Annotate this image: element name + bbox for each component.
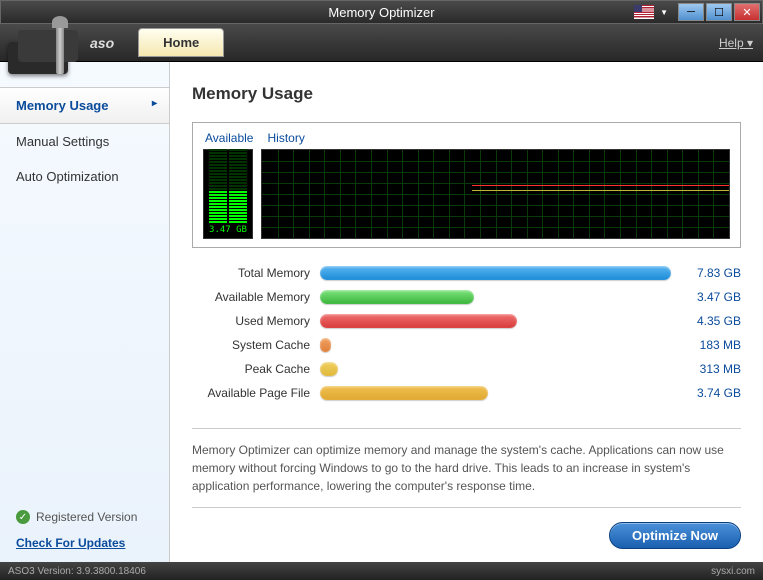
check-updates-link[interactable]: Check For Updates — [16, 536, 153, 550]
metric-label: System Cache — [192, 338, 320, 352]
app-logo-icon — [8, 42, 68, 74]
metric-bar — [320, 338, 671, 352]
metric-system-cache: System Cache 183 MB — [192, 338, 741, 352]
gauge-value: 3.47 GB — [209, 225, 247, 235]
sidebar-item-manual-settings[interactable]: Manual Settings — [0, 124, 169, 159]
metric-label: Available Page File — [192, 386, 320, 400]
metric-bar — [320, 290, 671, 304]
statusbar: ASO3 Version: 3.9.3800.18406 sysxi.com — [0, 562, 763, 580]
metrics-list: Total Memory 7.83 GB Available Memory 3.47 … — [192, 266, 741, 410]
history-chart — [261, 149, 730, 239]
content-area: Memory Usage Available History 3.47 GB T… — [170, 62, 763, 562]
metric-value: 4.35 GB — [671, 314, 741, 328]
sidebar-item-memory-usage[interactable]: Memory Usage — [0, 87, 169, 124]
metric-used-memory: Used Memory 4.35 GB — [192, 314, 741, 328]
metric-value: 313 MB — [671, 362, 741, 376]
app-title: Memory Optimizer — [328, 5, 434, 20]
sidebar: Memory UsageManual SettingsAuto Optimiza… — [0, 62, 170, 562]
language-dropdown-icon[interactable]: ▼ — [660, 8, 668, 17]
minimize-button[interactable]: ─ — [678, 3, 704, 21]
tab-home[interactable]: Home — [138, 28, 224, 57]
metric-bar — [320, 314, 671, 328]
check-icon: ✓ — [16, 510, 30, 524]
optimize-button[interactable]: Optimize Now — [609, 522, 741, 549]
watermark: sysxi.com — [711, 566, 755, 577]
titlebar: Memory Optimizer ▼ ─ ☐ ✕ — [0, 0, 763, 24]
metric-label: Peak Cache — [192, 362, 320, 376]
version-label: ASO3 Version: 3.9.3800.18406 — [8, 566, 146, 577]
registered-status: ✓ Registered Version — [16, 510, 153, 524]
metric-value: 183 MB — [671, 338, 741, 352]
metric-value: 3.47 GB — [671, 290, 741, 304]
metric-bar — [320, 362, 671, 376]
metric-value: 3.74 GB — [671, 386, 741, 400]
help-link[interactable]: Help ▾ — [719, 36, 753, 50]
metric-value: 7.83 GB — [671, 266, 741, 280]
description-text: Memory Optimizer can optimize memory and… — [192, 428, 741, 495]
metric-peak-cache: Peak Cache 313 MB — [192, 362, 741, 376]
metric-label: Used Memory — [192, 314, 320, 328]
brand-label: aso — [90, 35, 114, 51]
chart-panel: Available History 3.47 GB — [192, 122, 741, 248]
metric-available-page-file: Available Page File 3.74 GB — [192, 386, 741, 400]
metric-total-memory: Total Memory 7.83 GB — [192, 266, 741, 280]
metric-label: Total Memory — [192, 266, 320, 280]
metric-bar — [320, 386, 671, 400]
maximize-button[interactable]: ☐ — [706, 3, 732, 21]
language-flag-icon[interactable] — [634, 5, 654, 19]
metric-bar — [320, 266, 671, 280]
registered-label: Registered Version — [36, 510, 137, 524]
metric-available-memory: Available Memory 3.47 GB — [192, 290, 741, 304]
sidebar-item-auto-optimization[interactable]: Auto Optimization — [0, 159, 169, 194]
memory-gauge: 3.47 GB — [203, 149, 253, 239]
history-header: History — [267, 131, 304, 145]
toolbar: aso Home Help ▾ — [0, 24, 763, 62]
metric-label: Available Memory — [192, 290, 320, 304]
page-title: Memory Usage — [192, 84, 741, 104]
close-button[interactable]: ✕ — [734, 3, 760, 21]
available-header: Available — [205, 131, 253, 145]
